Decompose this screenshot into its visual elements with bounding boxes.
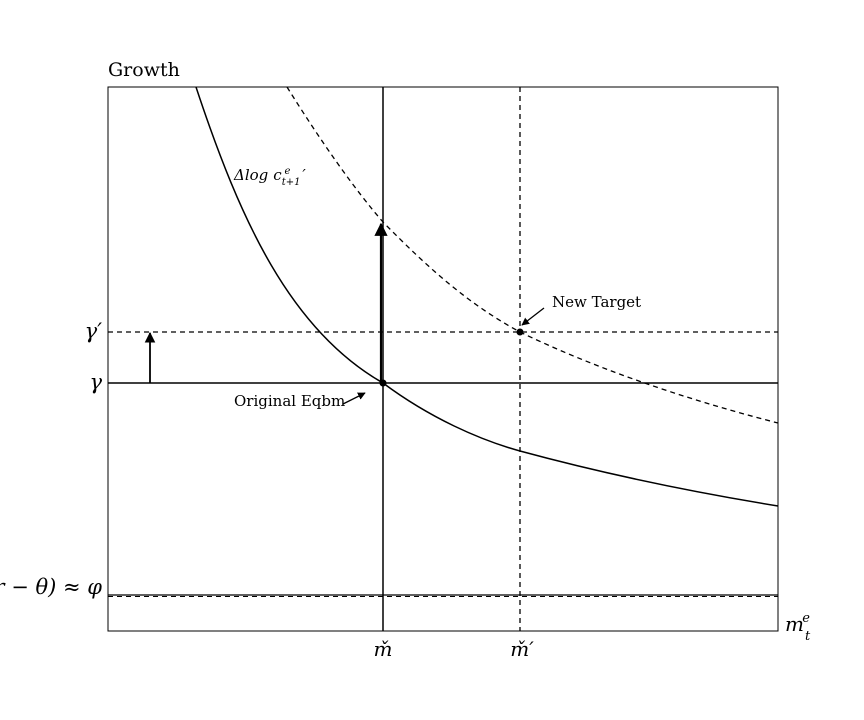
growth-curve-new <box>286 86 779 424</box>
new-target-annotation: New Target <box>552 293 641 311</box>
growth-curve-original <box>195 86 779 507</box>
original-eqbm-annotation: Original Eqbm <box>234 392 345 410</box>
new-target-point <box>516 328 524 336</box>
new-target-pointer <box>521 307 545 326</box>
x-axis-label: mte <box>785 611 811 644</box>
phi-label: (r − θ) ≈ φ <box>0 575 102 599</box>
y-axis-label: Growth <box>108 59 180 81</box>
gamma-prime-label: γ′ <box>85 319 103 343</box>
m-check-label: m̌ <box>374 637 393 661</box>
original-equilibrium-point <box>379 379 387 387</box>
gamma-label: γ <box>89 370 102 394</box>
original-eqbm-pointer <box>342 392 366 405</box>
curve-label: Δlog ct+1e ′ <box>233 166 306 188</box>
plot-frame <box>107 86 779 632</box>
m-check-prime-label: m̌′ <box>510 637 534 661</box>
